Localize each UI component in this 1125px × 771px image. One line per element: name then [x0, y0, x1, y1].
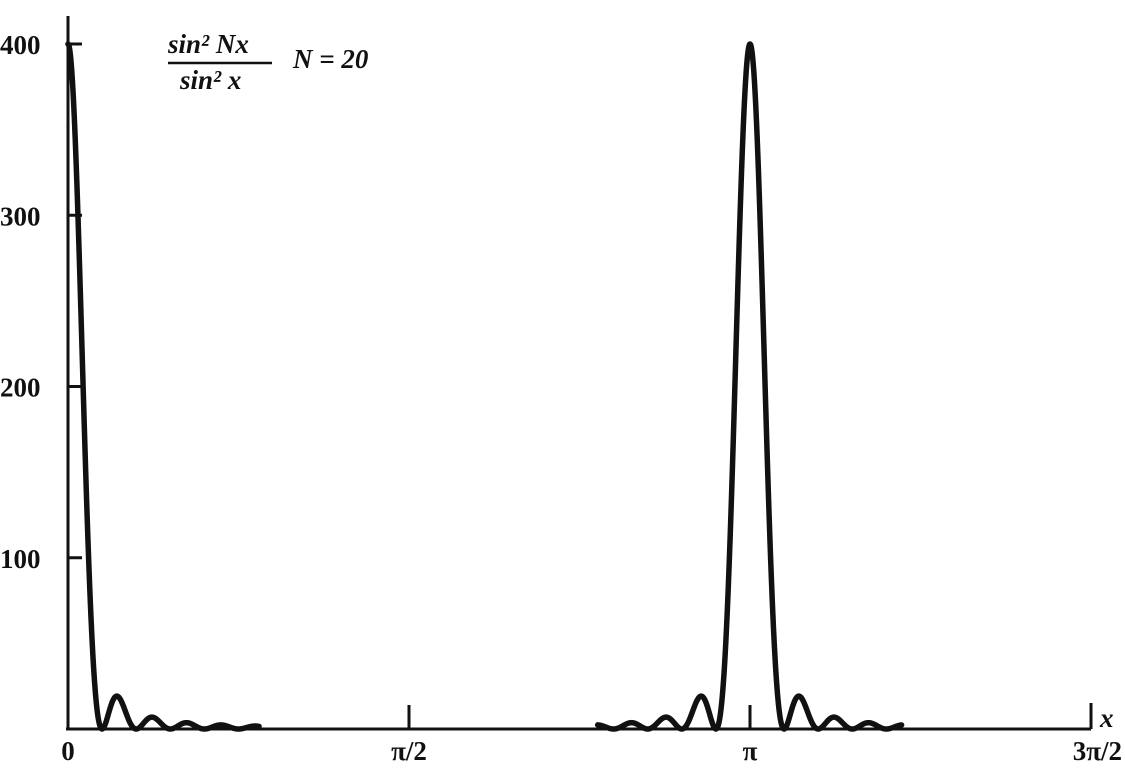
axes — [66, 16, 1091, 731]
y-ticks: 100 200 300 400 — [0, 30, 82, 574]
x-axis-label: x — [1099, 703, 1114, 733]
curve-segment-1 — [65, 41, 262, 732]
parameter-label: N = 20 — [292, 44, 369, 74]
formula-annotation: sin² Nx sin² x N = 20 — [167, 29, 369, 95]
x-tick-label: 0 — [61, 736, 75, 766]
y-tick-label: 400 — [0, 30, 41, 60]
curve-segment-2 — [594, 41, 905, 732]
y-tick-label: 200 — [0, 373, 41, 403]
formula-denominator: sin² x — [179, 65, 241, 95]
x-ticks: 0 π/2 π 3π/2 — [61, 703, 1122, 766]
x-tick-label: π/2 — [391, 736, 427, 766]
y-tick-label: 100 — [0, 544, 41, 574]
x-tick-label: π — [743, 736, 758, 766]
y-tick-label: 300 — [0, 201, 41, 231]
formula-numerator: sin² Nx — [167, 29, 249, 59]
curves — [65, 41, 905, 732]
x-tick-label: 3π/2 — [1073, 736, 1122, 766]
